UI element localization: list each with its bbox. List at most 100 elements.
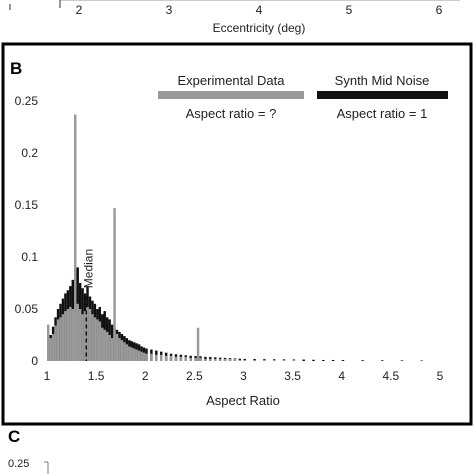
experimental-bar [103, 329, 106, 361]
experimental-bar [228, 358, 232, 361]
experimental-bar [123, 342, 126, 361]
experimental-bar [110, 338, 114, 361]
experimental-bar [105, 331, 109, 361]
experimental-bar [184, 356, 188, 361]
experimental-bar [292, 359, 296, 361]
experimental-bar [78, 309, 82, 361]
panel-a-tick-label: 4 [256, 3, 263, 17]
y-tick-label: 0 [31, 354, 38, 368]
experimental-bar [125, 344, 129, 361]
experimental-bar [199, 357, 202, 361]
experimental-bar [51, 333, 55, 361]
experimental-bar [169, 355, 173, 361]
synth-bar [361, 360, 364, 361]
y-tick-label: 0.2 [21, 146, 38, 160]
y-axis-tick-labels: 0 0.05 0.1 0.15 0.2 0.25 [15, 94, 39, 368]
panel-a-tick-label: 2 [76, 3, 83, 17]
experimental-bar [194, 357, 197, 361]
legend: Experimental Data Aspect ratio = ? Synth… [158, 73, 448, 121]
panel-a-tick-label: 3 [166, 3, 173, 17]
experimental-bar [159, 354, 163, 361]
experimental-bar [120, 340, 124, 361]
experimental-bar [142, 352, 146, 361]
panel-b: B Experimental Data Aspect ratio = ? Syn… [1, 42, 473, 426]
x-tick-label: 2 [142, 369, 149, 383]
synth-bar [420, 360, 423, 361]
experimental-bar [196, 327, 200, 361]
experimental-bar [135, 349, 138, 361]
experimental-bar [98, 321, 102, 361]
experimental-bar [214, 358, 217, 361]
experimental-bar [150, 353, 153, 361]
experimental-bar [145, 353, 148, 361]
experimental-bar [49, 338, 52, 361]
experimental-bar [233, 358, 237, 361]
y-tick-label: 0.15 [15, 198, 39, 212]
x-tick-label: 4 [338, 369, 345, 383]
experimental-bar [263, 359, 266, 361]
experimental-bar [115, 333, 119, 361]
experimental-bar [71, 309, 75, 361]
experimental-bar [66, 309, 70, 361]
experimental-bar [155, 354, 158, 361]
experimental-bar [69, 306, 72, 361]
experimental-bar [164, 355, 168, 361]
panel-c: C 0.25 [8, 427, 49, 474]
panel-c-tick-label: 0.25 [8, 458, 29, 470]
experimental-bar [76, 303, 79, 361]
experimental-bar [96, 319, 99, 361]
experimental-bar [74, 114, 77, 362]
experimental-bar [132, 348, 136, 361]
experimental-bar [128, 346, 131, 361]
experimental-series [47, 114, 296, 362]
experimental-bar [83, 311, 87, 361]
synth-bar [204, 356, 207, 361]
experimental-bar [56, 319, 60, 361]
experimental-bar [108, 335, 111, 361]
synth-bar [381, 360, 384, 361]
panel-a-x-axis-label: Eccentricity (deg) [213, 21, 306, 35]
synth-bar [400, 360, 404, 361]
x-tick-label: 1.5 [88, 369, 105, 383]
experimental-bar [113, 208, 116, 361]
x-tick-label: 3.5 [284, 369, 301, 383]
legend-synth-subtitle: Aspect ratio = 1 [337, 106, 428, 121]
experimental-bar [179, 356, 183, 361]
panel-a-tick-label: 6 [436, 3, 443, 17]
experimental-bar [189, 357, 192, 361]
synth-bar [331, 359, 335, 361]
legend-synth-swatch [317, 91, 448, 99]
panel-b-frame [1, 42, 473, 426]
experimental-bar [174, 356, 178, 361]
experimental-bar [238, 359, 242, 361]
experimental-bar [61, 314, 65, 361]
x-tick-label: 5 [437, 369, 444, 383]
experimental-bar [209, 358, 212, 361]
synth-bar [322, 359, 325, 361]
panel-c-label: C [8, 427, 20, 446]
x-axis-label: Aspect Ratio [206, 393, 280, 408]
y-tick-label: 0.25 [15, 94, 39, 108]
legend-synth-title: Synth Mid Noise [335, 73, 430, 88]
synth-bar [341, 360, 345, 361]
experimental-bar [137, 350, 141, 361]
y-tick-label: 0.1 [21, 250, 38, 264]
x-tick-label: 2.5 [186, 369, 203, 383]
histogram-plot: Median 0 0.05 0.1 0.15 0.2 0.25 1 1.5 2 2.5 3 3.5 4… [15, 94, 444, 383]
experimental-bar [101, 327, 104, 361]
panel-b-label: B [10, 59, 22, 78]
x-tick-label: 4.5 [383, 369, 400, 383]
experimental-bar [118, 338, 121, 361]
median-label: Median [81, 249, 95, 288]
experimental-bar [272, 359, 276, 361]
synth-bar [302, 359, 305, 361]
experimental-bar [243, 359, 246, 361]
legend-experimental-subtitle: Aspect ratio = ? [186, 106, 277, 121]
legend-experimental-title: Experimental Data [178, 73, 286, 88]
panel-a-tick-labels: 2 3 4 5 6 [76, 3, 443, 17]
experimental-bar [130, 347, 133, 361]
experimental-bar [81, 314, 84, 361]
experimental-bar [54, 325, 57, 361]
experimental-bar [93, 317, 97, 361]
